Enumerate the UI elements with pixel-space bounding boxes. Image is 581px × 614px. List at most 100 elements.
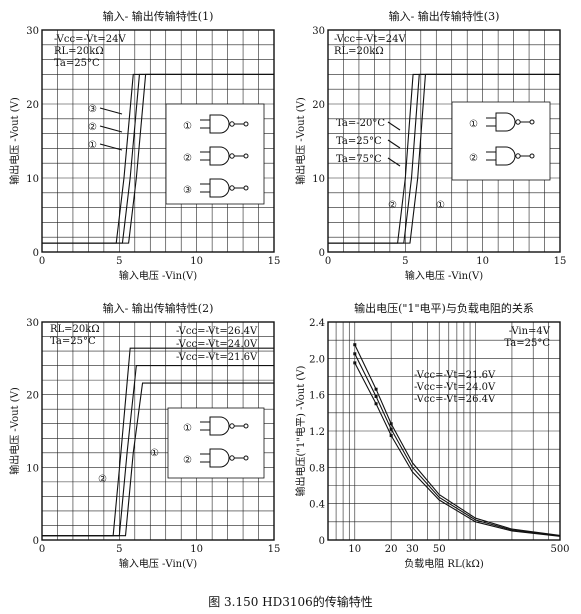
supply-voltage-label: -Vcc=-Vt=26.4V: [414, 394, 496, 405]
x-tick-label: 5: [116, 544, 122, 555]
curve-marker-2: ②: [388, 200, 397, 211]
gate-label-0: ①: [183, 423, 192, 434]
x-axis-label: 输入电压 -Vin(V): [119, 269, 197, 282]
x-tick-label: 5: [402, 256, 408, 267]
series-line-3: [42, 73, 274, 244]
plot-frame: [41, 29, 275, 253]
chart-4: 10 20 30 50 500 0 0.4 0.8 1.2 1.6 2.0 2.4 输出电压("1"电平…: [294, 301, 570, 570]
series-line-1: [354, 362, 561, 537]
gate-label-1: ②: [183, 153, 192, 164]
curve-marker-1: ①: [436, 200, 445, 211]
data-point: [374, 387, 378, 391]
temperature-label: Ta=25°C: [336, 136, 382, 147]
y-tick-label: 1.2: [309, 427, 325, 438]
x-tick-label: 15: [268, 544, 281, 555]
y-tick-label: 0: [319, 536, 325, 547]
chart-2: 0 5 10 15 0 10 20 30 输入- 输出传输特性(3) 输入电压 -Vin(V) 输出…: [294, 9, 566, 282]
x-tick-label: 20: [385, 544, 398, 555]
chart-title: 输入- 输出传输特性(3): [389, 9, 500, 23]
curve-marker-3: ①: [88, 140, 97, 151]
x-tick-label: 10: [190, 544, 203, 555]
series-line-3: [354, 344, 561, 537]
label-leader-line: [387, 139, 401, 149]
x-tick-label: 30: [406, 544, 419, 555]
y-tick-label: 30: [26, 26, 39, 37]
data-point: [374, 402, 378, 406]
data-point: [389, 427, 393, 431]
curve-marker-2: ②: [88, 122, 97, 133]
y-tick-label: 0: [319, 248, 325, 259]
x-axis-label: 输入电压 -Vin(V): [405, 269, 483, 282]
y-tick-label: 2.0: [309, 354, 325, 365]
y-tick-label: 10: [26, 463, 39, 474]
marker-leader-line: [99, 143, 123, 151]
plot-frame: [41, 321, 275, 541]
nand-gate-icon: [209, 178, 230, 198]
gate-label-2: ③: [183, 185, 192, 196]
output-terminal-icon: [243, 185, 249, 191]
y-axis-label: 输出电压("1"电平) -Vout (V): [294, 365, 307, 496]
x-axis-label: 负载电阻 RL(kΩ): [404, 557, 484, 570]
x-tick-label: 10: [190, 256, 203, 267]
label-leader-line: [387, 121, 401, 131]
y-tick-label: 20: [26, 100, 39, 111]
supply-voltage-label: -Vcc=-Vt=21.6V: [414, 370, 496, 381]
curve-marker-1: ③: [88, 104, 97, 115]
marker-leader-line: [99, 107, 123, 115]
output-terminal-icon: [243, 153, 249, 159]
y-axis-label: 输出电压 -Vout (V): [8, 97, 21, 185]
gate-output-bubble: [229, 185, 235, 191]
chart-3: 0 5 10 15 0 10 20 30 输入- 输出传输特性(2) 输入电压 -Vin(V) 输出…: [8, 301, 280, 570]
data-point: [353, 361, 357, 365]
curve-marker-1: ①: [150, 448, 159, 459]
gate-output-bubble: [515, 153, 521, 159]
gate-label-1: ②: [469, 153, 478, 164]
nand-gate-icon: [209, 114, 230, 134]
nand-gate-icon: [209, 416, 230, 436]
condition-label: -Vcc=-Vt=24V: [334, 34, 406, 45]
x-tick-label: 5: [116, 256, 122, 267]
output-terminal-icon: [529, 119, 535, 125]
y-tick-label: 30: [312, 26, 325, 37]
series-line-2: [354, 353, 561, 537]
gate-label-1: ②: [183, 455, 192, 466]
gate-label-0: ①: [469, 119, 478, 130]
label-leader-line: [387, 157, 401, 167]
y-tick-label: 0: [33, 536, 39, 547]
nand-gate-icon: [495, 112, 516, 132]
gate-diagram: ① ② ③: [165, 103, 265, 205]
gate-diagram: ①②: [451, 101, 551, 181]
output-terminal-icon: [243, 423, 249, 429]
gate-output-bubble: [229, 121, 235, 127]
nand-gate-icon: [209, 146, 230, 166]
gate-output-bubble: [515, 119, 521, 125]
x-tick-label: 0: [325, 256, 331, 267]
y-tick-label: 20: [26, 391, 39, 402]
data-point: [389, 434, 393, 438]
chart-title: 输入- 输出传输特性(1): [103, 9, 214, 23]
nand-gate-icon: [209, 448, 230, 468]
chart-title: 输入- 输出传输特性(2): [103, 301, 214, 315]
supply-voltage-label: -Vcc=-Vt=24.0V: [414, 382, 496, 393]
output-terminal-icon: [529, 153, 535, 159]
x-axis-label: 输入电压 -Vin(V): [119, 557, 197, 570]
y-tick-label: 30: [26, 318, 39, 329]
x-tick-label: 500: [550, 544, 569, 555]
condition-label: -Vcc=-Vt=24V: [54, 34, 126, 45]
curve-marker-2: ②: [98, 474, 107, 485]
gate-diagram: ①②: [167, 407, 265, 479]
chart-1: 0 5 10 15 0 10 20 30 输入- 输出传输特性(1) 输入电压 -Vin(V) 输出…: [8, 9, 280, 282]
y-axis-label: 输出电压 -Vout (V): [294, 97, 307, 185]
condition-label: RL=20kΩ: [50, 324, 100, 335]
gate-label-0: ①: [183, 121, 192, 132]
data-point: [353, 352, 357, 356]
x-tick-label: 0: [39, 256, 45, 267]
chart-title: 输出电压("1"电平)与负载电阻的关系: [354, 301, 534, 315]
temperature-label: Ta=-20°C: [336, 118, 385, 129]
x-tick-label: 10: [348, 544, 361, 555]
x-tick-label: 15: [268, 256, 281, 267]
data-point: [353, 343, 357, 347]
output-terminal-icon: [243, 455, 249, 461]
figure-caption: 图 3.150 HD3106的传输特性: [208, 595, 373, 609]
condition-label: Ta=25°C: [54, 58, 100, 69]
